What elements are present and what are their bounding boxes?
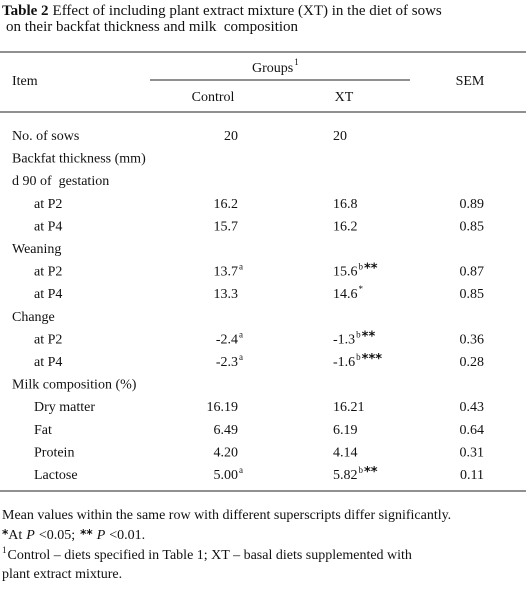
- row-subitem: at P4: [34, 355, 62, 370]
- cell-superscript: b: [359, 262, 364, 272]
- header-xt: XT: [335, 90, 354, 105]
- footnote-p: P: [96, 528, 106, 543]
- cell-value: 16.21: [333, 400, 365, 415]
- cell-value: -1.6: [333, 355, 355, 370]
- cell-value: -2.3: [216, 355, 238, 370]
- footnote-stars: **: [80, 527, 93, 541]
- cell-value: 15.7: [214, 219, 239, 234]
- significance-stars: **: [362, 329, 376, 344]
- cell-sem: 0.28: [460, 355, 485, 370]
- cell-value: 13.3: [214, 287, 239, 302]
- significance-stars: ***: [362, 352, 383, 367]
- cell-sem: 0.87: [460, 265, 485, 280]
- header-item: Item: [12, 74, 38, 89]
- cell-sem: 0.31: [460, 445, 485, 460]
- cell-sem: 0.89: [460, 197, 485, 212]
- cell-value: 5.00: [214, 468, 239, 483]
- row-subitem: at P4: [34, 287, 62, 302]
- footnote: Mean values within the same row with dif…: [2, 508, 451, 523]
- footnote-text: At: [8, 528, 22, 543]
- row-subitem: at P2: [34, 332, 62, 347]
- cell-value: 16.2: [333, 219, 358, 234]
- header-control: Control: [192, 90, 235, 105]
- cell-superscript: *: [359, 284, 364, 294]
- cell-superscript: b: [359, 465, 364, 475]
- row-subitem: at P4: [34, 219, 62, 234]
- cell-value: 13.7: [214, 265, 239, 280]
- cell-value: 6.49: [214, 423, 239, 438]
- cell-superscript: a: [239, 352, 243, 362]
- cell-value: 14.6: [333, 287, 358, 302]
- cell-superscript: a: [239, 465, 243, 475]
- row-subitem: Lactose: [34, 468, 78, 483]
- row-subitem: at P2: [34, 197, 62, 212]
- title-line: on their backfat thickness and milk comp…: [6, 19, 299, 35]
- header-groups: Groups: [252, 61, 293, 76]
- cell-sem: 0.43: [460, 400, 485, 415]
- cell-superscript: b: [356, 352, 361, 362]
- footnote-text: Control – diets specified in Table 1; XT…: [8, 548, 412, 563]
- header-sem: SEM: [456, 74, 485, 89]
- significance-stars: **: [364, 262, 378, 277]
- cell-sem: 0.85: [460, 219, 485, 234]
- row-subitem: Fat: [34, 423, 52, 438]
- cell-superscript: b: [356, 329, 361, 339]
- row-item: Milk composition (%): [12, 378, 137, 393]
- row-item: No. of sows: [12, 129, 79, 144]
- cell-superscript: a: [239, 329, 243, 339]
- footnote-p: P: [25, 528, 35, 543]
- header-groups-note: 1: [294, 57, 299, 67]
- row-item: Backfat thickness (mm): [12, 152, 146, 167]
- cell-value: 4.14: [333, 445, 358, 460]
- cell-value: 20: [224, 129, 238, 144]
- cell-superscript: a: [239, 262, 243, 272]
- cell-value: 4.20: [214, 445, 239, 460]
- row-subitem: Dry matter: [34, 400, 95, 415]
- significance-stars: **: [364, 465, 378, 480]
- cell-value: -2.4: [216, 332, 238, 347]
- cell-value: 6.19: [333, 423, 358, 438]
- cell-value: 5.82: [333, 468, 358, 483]
- footnote-mark: 1: [2, 545, 7, 555]
- cell-sem: 0.64: [460, 423, 485, 438]
- footnote-text: plant extract mixture.: [2, 567, 122, 582]
- row-item: Change: [12, 310, 55, 325]
- cell-value: 16.19: [207, 400, 239, 415]
- row-item: Weaning: [12, 242, 61, 257]
- cell-value: 16.2: [214, 197, 239, 212]
- row-subitem: at P2: [34, 265, 62, 280]
- cell-value: 20: [333, 129, 347, 144]
- cell-value: 16.8: [333, 197, 358, 212]
- cell-sem: 0.85: [460, 287, 485, 302]
- title-line: Effect of including plant extract mixtur…: [53, 3, 442, 19]
- cell-sem: 0.36: [460, 332, 485, 347]
- cell-value: -1.3: [333, 332, 355, 347]
- footnote-text: <0.01.: [109, 528, 145, 543]
- table-label: Table 2: [2, 3, 49, 19]
- footnote-text: <0.05;: [39, 528, 75, 543]
- cell-value: 15.6: [333, 265, 358, 280]
- row-subitem: Protein: [34, 445, 74, 460]
- cell-sem: 0.11: [460, 468, 484, 483]
- row-item: d 90 of gestation: [12, 174, 109, 189]
- footnote-stars: *: [2, 527, 9, 541]
